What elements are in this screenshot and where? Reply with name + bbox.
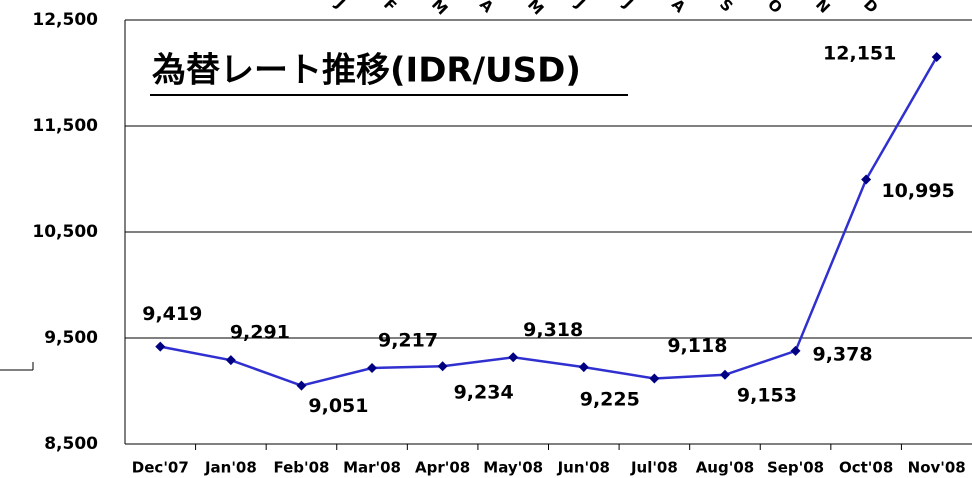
chart-title: 為替レート推移(IDR/USD)	[152, 51, 581, 91]
x-tick-label: Aug'08	[696, 459, 755, 477]
value-label: 9,051	[308, 395, 368, 417]
marker	[508, 352, 519, 363]
marker	[578, 362, 589, 373]
top-letter: N	[812, 0, 834, 17]
marker	[437, 361, 448, 372]
value-label: 9,225	[580, 389, 640, 411]
top-letter: O	[764, 0, 786, 17]
marker	[225, 355, 236, 366]
marker	[367, 362, 378, 373]
x-tick-label: Apr'08	[415, 459, 470, 477]
y-tick-label: 10,500	[32, 222, 98, 242]
marker	[649, 373, 660, 384]
x-tick-label: May'08	[483, 459, 543, 477]
x-tick-label: Jul'08	[630, 459, 678, 477]
top-letter: M	[428, 0, 451, 19]
top-letter: A	[668, 0, 689, 16]
value-label: 9,378	[812, 343, 872, 365]
top-letter: D	[860, 0, 882, 17]
marker	[861, 174, 872, 185]
top-letter: J	[331, 0, 348, 12]
value-label: 9,291	[230, 322, 290, 344]
x-tick-label: Jan'08	[204, 459, 257, 477]
top-letter: J	[571, 0, 588, 12]
y-tick-label: 9,500	[44, 328, 98, 348]
y-tick-label: 12,500	[32, 10, 98, 30]
marker	[155, 341, 166, 352]
value-label: 9,153	[737, 384, 797, 406]
y-tick-label: 8,500	[44, 434, 98, 454]
marker	[931, 51, 942, 62]
x-tick-label: Dec'07	[132, 459, 189, 477]
x-tick-label: Mar'08	[343, 459, 401, 477]
top-letter: A	[476, 0, 497, 16]
top-letter: F	[380, 0, 400, 15]
x-tick-label: Oct'08	[839, 459, 893, 477]
marker	[296, 380, 307, 391]
value-label: 9,419	[142, 303, 202, 325]
y-tick-label: 11,500	[32, 116, 98, 136]
marker	[719, 369, 730, 380]
x-tick-label: Feb'08	[273, 459, 329, 477]
x-tick-label: Nov'08	[908, 459, 966, 477]
top-letter: S	[716, 0, 736, 16]
line	[160, 56, 938, 387]
value-label: 10,995	[881, 180, 954, 202]
value-label: 12,151	[823, 42, 896, 64]
top-letter: M	[524, 0, 547, 19]
value-label: 9,234	[454, 382, 514, 404]
marker	[790, 345, 801, 356]
x-tick-label: Jun'08	[557, 459, 610, 477]
value-label: 9,318	[523, 319, 583, 341]
value-label: 9,217	[378, 329, 438, 351]
top-letter: J	[619, 0, 636, 12]
x-tick-label: Sep'08	[767, 459, 824, 477]
value-label: 9,118	[667, 335, 727, 357]
